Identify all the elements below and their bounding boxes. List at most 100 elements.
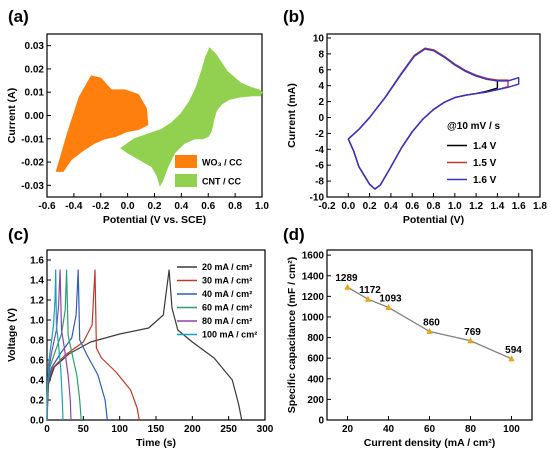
x-tick-label: 100 (111, 424, 128, 435)
x-tick-label: 0.4 (174, 201, 188, 212)
x-axis-title: Potential (V) (403, 214, 464, 226)
y-axis-title: Current (A) (6, 88, 18, 143)
y-tick-label: 1200 (302, 292, 325, 303)
y-tick-label: 0.8 (30, 336, 44, 347)
x-axis-title: Potential (V vs. SCE) (103, 214, 206, 226)
x-tick-label: 1.2 (469, 201, 483, 212)
x-tick-label: 1.0 (448, 201, 462, 212)
y-tick-label: 8 (318, 49, 324, 60)
legend-label: 1.4 V (473, 141, 497, 152)
series-line-1 (46, 269, 140, 421)
legend-label: 40 mA / cm² (202, 289, 252, 299)
data-label: 594 (505, 345, 522, 356)
x-tick-label: 1.0 (255, 201, 269, 212)
y-tick-label: 1400 (302, 271, 325, 282)
data-label: 1172 (359, 285, 381, 296)
y-tick-label: 0.6 (30, 356, 44, 367)
x-tick-label: 0.0 (341, 201, 355, 212)
x-tick-label: 1.8 (533, 201, 547, 212)
y-tick-label: 200 (307, 395, 324, 406)
x-tick-label: 60 (424, 424, 436, 435)
legend-swatch (175, 155, 197, 168)
legend-label: 80 mA / cm² (202, 316, 252, 326)
x-tick-label: 0.2 (148, 201, 162, 212)
y-tick-label: -6 (315, 161, 324, 172)
y-tick-label: 0.01 (25, 88, 45, 99)
y-tick-label: -8 (315, 177, 324, 188)
y-tick-label: -10 (310, 193, 325, 204)
y-tick-label: 0 (318, 113, 324, 124)
series-area-wo3 (55, 75, 149, 172)
x-tick-label: 0.4 (384, 201, 398, 212)
y-tick-label: 1.6 (30, 256, 44, 267)
plot-frame (326, 249, 533, 421)
legend-label: 30 mA / cm² (202, 276, 252, 286)
y-tick-label: 1.4 (30, 276, 44, 287)
panel-c: (c) 0 50 100 150 200 250 300 0.0 0.2 0.4 0.6 0.8 1.0 1… (6, 225, 274, 449)
y-tick-label: 0.0 (30, 416, 44, 427)
series-line-4 (46, 269, 72, 421)
series-area-cnt (120, 47, 263, 187)
data-label: 769 (464, 327, 481, 338)
x-tick-label: 150 (148, 424, 165, 435)
y-tick-label: 0.4 (30, 376, 44, 387)
data-point (364, 295, 372, 302)
series-line-2 (46, 269, 108, 421)
x-tick-label: 200 (184, 424, 201, 435)
y-tick-label: 1000 (302, 312, 325, 323)
legend-swatch (175, 174, 197, 187)
series-line-5 (46, 269, 64, 421)
panel-label: (d) (283, 225, 305, 244)
panel-b: (b) -0.2 0.0 0.2 0.4 0.6 0.8 1.0 1.2 1.4 1.6 1.8 -10… (283, 7, 547, 226)
y-tick-label: -0.01 (21, 134, 44, 145)
x-tick-label: 0.2 (363, 201, 377, 212)
series-line-3 (46, 269, 82, 421)
legend-label: CNT / CC (202, 177, 241, 187)
data-label: 1093 (379, 293, 402, 304)
x-axis-title: Current density (mA / cm²) (364, 437, 495, 449)
series-line (347, 286, 512, 360)
data-point (385, 303, 392, 310)
x-tick-label: 20 (342, 424, 354, 435)
x-tick-label: -0.4 (65, 201, 83, 212)
panel-label: (b) (283, 7, 305, 26)
y-tick-label: 1.2 (30, 296, 44, 307)
legend-label: 100 mA / cm² (202, 330, 257, 340)
x-axis-title: Time (s) (136, 437, 176, 449)
y-tick-label: 400 (307, 374, 324, 385)
legend-label: 1.6 V (473, 175, 497, 186)
x-tick-label: 0.8 (427, 201, 441, 212)
panel-label: (a) (8, 7, 29, 26)
y-tick-label: 800 (307, 333, 324, 344)
x-tick-label: 0 (44, 424, 50, 435)
legend-title: @10 mV / s (447, 121, 501, 132)
y-tick-label: 4 (318, 81, 324, 92)
x-tick-label: 0.6 (201, 201, 215, 212)
panel-a: (a) -0.6 -0.4 -0.2 0.0 0.2 0.4 0.6 0.8 1.0 -0.03 -0… (6, 7, 269, 226)
x-tick-label: -0.6 (38, 201, 56, 212)
y-tick-label: 1600 (302, 251, 325, 262)
x-tick-label: 100 (503, 424, 520, 435)
x-tick-label: -0.2 (318, 201, 336, 212)
y-tick-label: 600 (307, 354, 324, 365)
x-tick-label: 1.4 (490, 201, 504, 212)
x-tick-label: 250 (220, 424, 237, 435)
data-point (344, 283, 351, 290)
y-tick-label: 0 (318, 416, 324, 427)
panel-label: (c) (8, 225, 29, 244)
data-point (426, 327, 433, 334)
x-tick-label: 40 (383, 424, 395, 435)
y-tick-label: 1.0 (30, 316, 44, 327)
x-tick-label: 300 (257, 424, 274, 435)
panel-d: (d)20 40 60 80 10002004006008001000120014001… (283, 225, 533, 449)
x-tick-label: 0.0 (121, 201, 135, 212)
data-point (467, 337, 474, 344)
legend-label: 1.5 V (473, 158, 497, 169)
series-line-0 (46, 269, 243, 421)
x-tick-label: 1.6 (512, 201, 526, 212)
y-tick-label: -0.03 (21, 181, 44, 192)
y-tick-label: 0.02 (25, 64, 45, 75)
y-tick-label: 6 (318, 65, 324, 76)
y-tick-label: 0.00 (25, 111, 45, 122)
